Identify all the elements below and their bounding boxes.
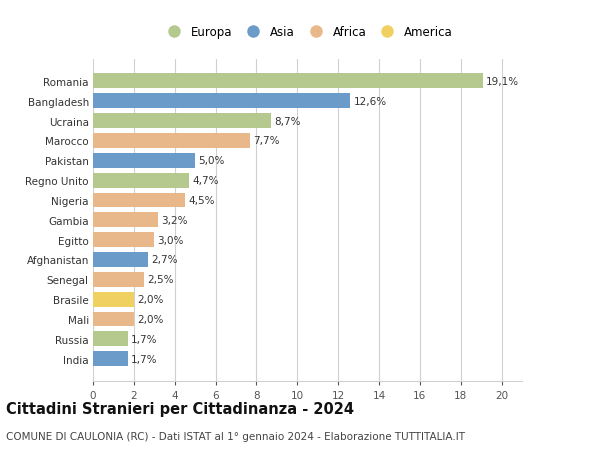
Text: 2,5%: 2,5%	[147, 275, 173, 285]
Bar	[93, 252, 148, 267]
Text: 2,0%: 2,0%	[137, 295, 163, 304]
Bar	[93, 114, 271, 129]
Bar	[93, 233, 154, 247]
Text: 7,7%: 7,7%	[253, 136, 280, 146]
Bar	[93, 134, 250, 149]
Bar	[93, 312, 134, 327]
Bar	[93, 74, 483, 89]
Bar	[93, 213, 158, 228]
Text: 1,7%: 1,7%	[131, 354, 157, 364]
Text: 2,0%: 2,0%	[137, 314, 163, 325]
Text: 3,0%: 3,0%	[157, 235, 184, 245]
Text: 4,7%: 4,7%	[192, 176, 218, 186]
Text: 2,7%: 2,7%	[151, 255, 178, 265]
Text: 19,1%: 19,1%	[486, 77, 520, 87]
Text: Cittadini Stranieri per Cittadinanza - 2024: Cittadini Stranieri per Cittadinanza - 2…	[6, 402, 354, 417]
Text: COMUNE DI CAULONIA (RC) - Dati ISTAT al 1° gennaio 2024 - Elaborazione TUTTITALI: COMUNE DI CAULONIA (RC) - Dati ISTAT al …	[6, 431, 465, 442]
Bar	[93, 94, 350, 109]
Text: 8,7%: 8,7%	[274, 116, 300, 126]
Bar	[93, 332, 128, 347]
Bar	[93, 174, 189, 188]
Text: 4,5%: 4,5%	[188, 196, 214, 206]
Bar	[93, 153, 195, 168]
Text: 3,2%: 3,2%	[161, 215, 188, 225]
Text: 1,7%: 1,7%	[131, 334, 157, 344]
Text: 12,6%: 12,6%	[353, 96, 386, 106]
Bar	[93, 292, 134, 307]
Bar	[93, 352, 128, 366]
Bar	[93, 272, 144, 287]
Legend: Europa, Asia, Africa, America: Europa, Asia, Africa, America	[160, 24, 455, 41]
Text: 5,0%: 5,0%	[198, 156, 224, 166]
Bar	[93, 193, 185, 208]
